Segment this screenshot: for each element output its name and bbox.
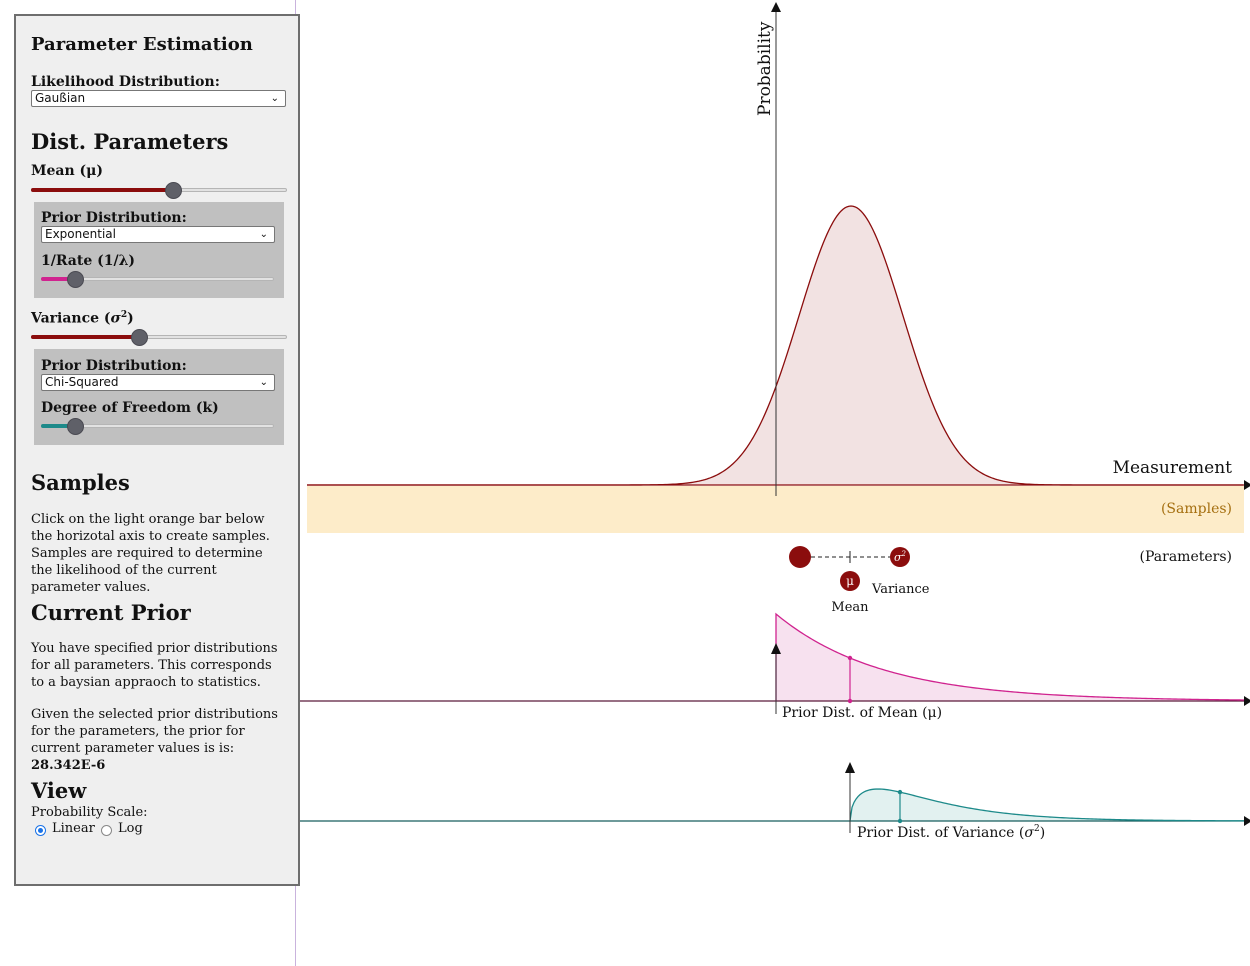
chevron-down-icon: ⌄ [270, 93, 279, 104]
rate-slider-thumb[interactable] [67, 271, 84, 288]
variance-label: Variance (σ2) [31, 310, 134, 327]
mean-handle-label: Mean [831, 600, 869, 615]
variance-prior-axis-arrow-icon [1244, 816, 1250, 826]
x-axis-label: Measurement [1113, 458, 1233, 478]
variance-prior-marker-bottom [897, 818, 903, 824]
chevron-down-icon: ⌄ [259, 229, 268, 240]
mean-prior-select-value: Exponential [45, 227, 116, 241]
prior-value: 28.342E-6 [31, 758, 106, 773]
variance-prior-y-arrow-icon [845, 762, 855, 773]
rate-slider-fill [41, 277, 75, 281]
variance-prior-select-value: Chi-Squared [45, 375, 119, 389]
dof-label: Degree of Freedom (k) [41, 400, 219, 416]
x-axis-arrow-icon [1244, 480, 1250, 490]
variance-slider-thumb[interactable] [131, 329, 148, 346]
mean-prior-box: Prior Distribution: Exponential ⌄ 1/Rate… [34, 202, 284, 298]
variance-prior-label: Prior Dist. of Variance (σ2) [857, 824, 1045, 841]
radio-linear[interactable] [35, 825, 46, 836]
variance-prior-marker-top [897, 789, 903, 795]
rate-label: 1/Rate (1/λ) [41, 253, 136, 269]
mean-prior-marker-top [847, 655, 853, 661]
mean-label: Mean (μ) [31, 163, 104, 179]
variance-prior-label: Prior Distribution: [41, 358, 187, 374]
prior-heading: Current Prior [31, 600, 191, 625]
likelihood-select[interactable]: Gaußian ⌄ [31, 90, 286, 107]
mean-prior-label: Prior Distribution: [41, 210, 187, 226]
dof-slider-thumb[interactable] [67, 418, 84, 435]
dof-slider-fill [41, 424, 75, 428]
radio-log[interactable] [101, 825, 112, 836]
mu-symbol: μ [846, 574, 854, 588]
plot-area: (Samples) Probability Measurement (Param… [300, 2, 1250, 841]
variance-handle[interactable] [890, 547, 910, 567]
mean-prior-marker-bottom [847, 698, 853, 704]
mean-prior-curve [775, 612, 1245, 701]
radio-linear-label[interactable]: Linear [52, 821, 95, 836]
y-axis-label: Probability [755, 21, 775, 116]
samples-heading: Samples [31, 470, 130, 495]
mean-prior-y-arrow-icon [771, 643, 781, 654]
samples-text: Click on the light orange bar below the … [31, 512, 270, 595]
mean-prior-label: Prior Dist. of Mean (μ) [782, 705, 942, 721]
mean-slider-thumb[interactable] [165, 182, 182, 199]
variance-left-handle[interactable] [789, 546, 811, 568]
scale-radio-group: Linear Log [35, 821, 235, 838]
likelihood-label: Likelihood Distribution: [31, 74, 220, 90]
variance-prior-fill [850, 789, 1244, 821]
mean-handle[interactable] [840, 571, 860, 591]
variance-prior-select[interactable]: Chi-Squared ⌄ [41, 374, 275, 391]
mean-prior-select[interactable]: Exponential ⌄ [41, 226, 275, 243]
variance-slider-fill [31, 335, 139, 339]
params-label: (Parameters) [1140, 549, 1232, 565]
radio-log-label[interactable]: Log [118, 821, 143, 836]
variance-prior-curve [849, 788, 1245, 822]
prior-text-1: You have specified prior distributions f… [31, 641, 278, 690]
scale-label: Probability Scale: [31, 805, 148, 820]
mean-slider[interactable] [31, 180, 287, 200]
dof-slider[interactable] [41, 416, 274, 436]
samples-label: (Samples) [1161, 501, 1232, 517]
sigma-symbol: σ2 [894, 550, 907, 564]
control-panel: Parameter Estimation Likelihood Distribu… [14, 14, 300, 886]
y-axis-arrow-icon [771, 2, 781, 12]
variance-handle-label: Variance [871, 582, 930, 597]
dist-params-heading: Dist. Parameters [31, 129, 229, 154]
mean-prior-axis-arrow-icon [1244, 696, 1250, 706]
panel-title: Parameter Estimation [31, 34, 253, 55]
likelihood-select-value: Gaußian [35, 91, 86, 105]
variance-slider[interactable] [31, 327, 287, 347]
mean-prior-fill [776, 614, 1244, 701]
view-heading: View [31, 778, 87, 803]
mean-slider-fill [31, 188, 173, 192]
chevron-down-icon: ⌄ [259, 377, 268, 388]
variance-prior-box: Prior Distribution: Chi-Squared ⌄ Degree… [34, 349, 284, 445]
rate-slider[interactable] [41, 269, 274, 289]
prior-text-2: Given the selected prior distributions f… [31, 707, 278, 773]
